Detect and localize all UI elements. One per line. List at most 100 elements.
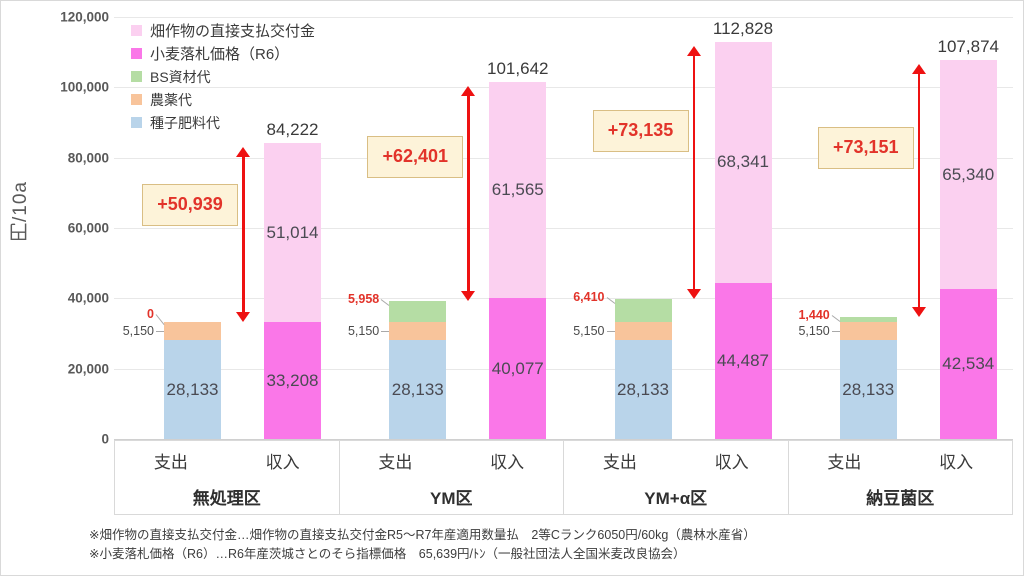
difference-badge: +62,401	[367, 136, 464, 179]
bar-segment[interactable]	[489, 298, 547, 439]
category-subrow: 支出 収入	[564, 441, 788, 479]
legend-item[interactable]: 畑作物の直接支払交付金	[131, 19, 315, 42]
y-axis-tick-label: 100,000	[60, 79, 109, 95]
category-group: 支出 収入 納豆菌区	[789, 441, 1013, 514]
bar-total-label: 112,828	[712, 19, 774, 39]
legend-item[interactable]: 農薬代	[131, 88, 315, 111]
category-group-label: 無処理区	[192, 489, 261, 508]
legend-item-label: 小麦落札価格（R6）	[150, 46, 290, 63]
expenditure-bar[interactable]: 28,133	[389, 301, 447, 439]
bar-segment[interactable]	[714, 42, 772, 283]
bar-segment[interactable]	[839, 321, 897, 341]
bs-material-cost-label: 0	[147, 306, 154, 321]
gridline	[114, 228, 1013, 229]
legend-swatch-icon	[131, 117, 142, 128]
category-group-label: YM区	[430, 489, 473, 508]
category-axis: 支出 収入 無処理区 支出 収入 YM区 支出 収入 YM+α区 支出 収入 納豆菌区	[114, 440, 1013, 515]
segment-value-label: 44,487	[717, 350, 769, 370]
legend: 畑作物の直接支払交付金 小麦落札価格（R6） BS資材代農薬代種子肥料代	[123, 15, 327, 139]
bar-segment[interactable]	[389, 321, 447, 341]
bar-segment[interactable]	[939, 289, 997, 439]
sub-label-income: 収入	[714, 452, 749, 472]
segment-value-label: 65,340	[942, 164, 995, 184]
legend-swatch-icon	[131, 48, 142, 59]
income-bar[interactable]: 42,534 65,340 107,874	[938, 37, 999, 439]
callout-leader-line	[381, 331, 390, 332]
segment-value-label: 68,341	[717, 152, 769, 172]
category-subrow: 支出 収入	[340, 441, 564, 479]
bar-segment[interactable]	[839, 340, 897, 439]
category-subrow: 支出 収入	[789, 441, 1013, 479]
legend-item[interactable]: 小麦落札価格（R6）	[131, 42, 315, 65]
y-axis-tick-label: 120,000	[60, 9, 109, 25]
income-bar[interactable]: 33,208 51,014 84,222	[264, 120, 321, 439]
bar-segment[interactable]	[839, 316, 897, 322]
gridline	[114, 17, 1013, 18]
footnote: ※小麦落札価格（R6）…R6年産茨城さとのそら指標価格 65,639円/ﾄﾝ（一…	[89, 547, 686, 562]
segment-value-label: 28,133	[842, 379, 895, 399]
bar-total-label: 101,642	[487, 58, 549, 78]
y-axis-tick-label: 40,000	[67, 290, 109, 306]
segment-value-label: 61,565	[491, 179, 544, 199]
legend-item-label: 農薬代	[150, 91, 192, 108]
segment-value-label: 28,133	[166, 379, 219, 399]
legend-item-label: BS資材代	[150, 68, 211, 85]
legend-item[interactable]: 種子肥料代	[131, 111, 315, 134]
bs-material-cost-label: 5,958	[347, 292, 380, 306]
segment-value-label: 40,077	[491, 358, 544, 378]
income-bar[interactable]: 44,487 68,341 112,828	[713, 19, 773, 439]
callout-leader-line	[831, 331, 840, 332]
income-bar[interactable]: 40,077 61,565 101,642	[487, 59, 548, 439]
callout-leader-line	[380, 299, 390, 306]
pesticide-cost-label: 5,150	[122, 324, 154, 338]
segment-value-label: 28,133	[617, 379, 669, 399]
y-axis-tick-label: 60,000	[67, 220, 109, 236]
difference-arrow-icon	[686, 46, 701, 300]
bar-segment[interactable]	[614, 340, 672, 439]
category-group: 支出 収入 YM+α区	[564, 441, 789, 514]
category-group: 支出 収入 YM区	[340, 441, 564, 514]
legend-item[interactable]: BS資材代	[131, 65, 315, 88]
sub-label-income: 収入	[265, 452, 300, 472]
pesticide-cost-label: 5,150	[347, 324, 380, 338]
sub-label-income: 収入	[490, 452, 525, 472]
bar-segment[interactable]	[389, 301, 447, 322]
bar-segment[interactable]	[489, 81, 547, 299]
bar-segment[interactable]	[614, 299, 672, 322]
plot-area: 28,133 33,208 51,014 84,222 5,150 0 +50,939 28,…	[114, 17, 1013, 439]
legend-swatch-icon	[131, 25, 142, 36]
difference-badge: +50,939	[142, 183, 238, 226]
bar-segment[interactable]	[164, 321, 221, 341]
bar-segment[interactable]	[389, 340, 447, 439]
bar-segment[interactable]	[264, 142, 321, 323]
legend-item-label: 畑作物の直接支払交付金	[150, 23, 316, 40]
category-subrow: 支出 収入	[115, 441, 339, 479]
gridline	[114, 157, 1013, 159]
difference-badge: +73,135	[592, 109, 689, 152]
bar-segment[interactable]	[264, 322, 321, 439]
legend-item-label: 種子肥料代	[150, 114, 220, 131]
segment-value-label: 51,014	[266, 222, 319, 242]
bar-segment[interactable]	[714, 282, 772, 439]
expenditure-bar[interactable]: 28,133	[839, 316, 897, 439]
callout-leader-line	[606, 331, 615, 332]
gridline	[114, 87, 1013, 89]
callout-leader-line	[831, 314, 841, 322]
bar-segment[interactable]	[939, 59, 997, 290]
bar-total-label: 84,222	[266, 119, 319, 139]
category-group-label: YM+α区	[644, 489, 708, 508]
difference-arrow-icon	[911, 63, 926, 317]
footnotes: ※畑作物の直接支払交付金…畑作物の直接支払交付金R5〜R7年産適用数量払 2等C…	[89, 526, 756, 565]
y-axis-tick-label: 0	[101, 431, 109, 447]
segment-value-label: 33,208	[266, 370, 319, 390]
sub-label-expenditure: 支出	[602, 452, 637, 472]
sub-label-expenditure: 支出	[827, 452, 862, 472]
callout-leader-line	[156, 331, 164, 332]
bar-segment[interactable]	[614, 321, 672, 341]
bs-material-cost-label: 6,410	[573, 290, 605, 305]
expenditure-bar[interactable]: 28,133	[614, 299, 672, 439]
expenditure-bar[interactable]: 28,133	[164, 321, 221, 439]
bar-segment[interactable]	[164, 340, 221, 439]
y-axis-tick-label: 20,000	[67, 361, 109, 377]
bs-material-cost-label: 1,440	[798, 307, 830, 322]
